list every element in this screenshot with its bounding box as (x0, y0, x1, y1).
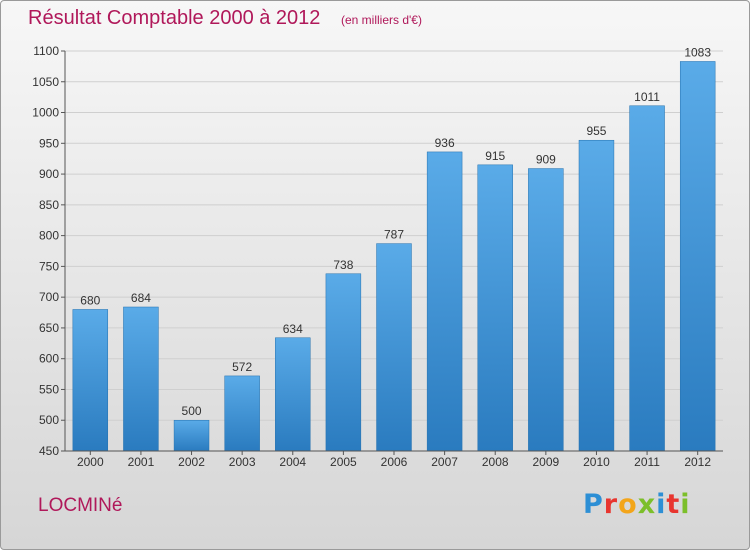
y-tick-label: 700 (39, 290, 59, 304)
data-label: 634 (283, 322, 303, 336)
logo-letter: t (666, 489, 681, 520)
y-tick-label: 1050 (32, 75, 59, 89)
x-tick-label: 2004 (279, 455, 306, 469)
bar (477, 164, 513, 452)
y-tick-label: 500 (39, 413, 59, 427)
data-label: 787 (384, 228, 404, 242)
bars (72, 61, 716, 452)
y-tick-label: 950 (39, 136, 59, 150)
data-label: 909 (536, 153, 556, 167)
data-label: 1083 (684, 45, 711, 59)
bar (275, 337, 311, 452)
x-tick-label: 2000 (77, 455, 104, 469)
bar (679, 61, 716, 452)
y-tick-label: 550 (39, 382, 59, 396)
x-tick-label: 2002 (178, 455, 205, 469)
x-tick-label: 2001 (128, 455, 155, 469)
y-tick-label: 900 (39, 167, 59, 181)
x-tick-label: 2008 (482, 455, 509, 469)
logo-letter: x (637, 489, 657, 520)
bar (325, 273, 362, 452)
bar (578, 139, 615, 452)
data-label: 915 (485, 149, 505, 163)
bar (224, 375, 260, 452)
y-tick-label: 650 (39, 321, 59, 335)
y-tick-label: 800 (39, 229, 59, 243)
data-label: 684 (131, 291, 151, 305)
y-tick-label: 1000 (32, 106, 59, 120)
logo-letter: i (680, 489, 691, 520)
logo-letter: P (583, 489, 604, 520)
data-label: 738 (333, 258, 353, 272)
data-label: 500 (182, 404, 202, 418)
x-tick-label: 2006 (381, 455, 408, 469)
proxiti-logo: Proxiti (583, 489, 691, 520)
bar (629, 105, 665, 452)
x-tick-label: 2005 (330, 455, 357, 469)
y-tick-label: 450 (39, 444, 59, 458)
bar (123, 306, 159, 452)
bar (72, 309, 109, 452)
axes: 450 500 550 600 650 700 750 800 850 900 950 1000 105… (32, 44, 723, 469)
data-label: 680 (80, 293, 100, 307)
data-labels: 680 684 500 572 634 738 787 936 915 909 955 1011 108… (80, 45, 711, 418)
y-tick-label: 750 (39, 259, 59, 273)
data-label: 572 (232, 360, 252, 374)
bar (173, 419, 210, 452)
bar (376, 243, 412, 452)
bar (528, 168, 564, 452)
logo-letter: o (618, 489, 638, 520)
x-tick-label: 2011 (634, 455, 660, 469)
logo-letter: r (603, 489, 619, 520)
x-tick-label: 2012 (684, 455, 711, 469)
x-tick-label: 2007 (431, 455, 458, 469)
y-tick-label: 850 (39, 198, 59, 212)
place-name: LOCMINé (38, 495, 123, 516)
chart-subtitle: (en milliers d'€) (341, 13, 422, 27)
data-label: 936 (435, 136, 455, 150)
bar (426, 151, 463, 452)
y-tick-label: 600 (39, 352, 59, 366)
x-tick-label: 2009 (532, 455, 559, 469)
data-label: 955 (586, 124, 606, 138)
logo-letter: i (656, 489, 667, 520)
y-tick-label: 1100 (33, 44, 59, 58)
x-tick-label: 2010 (583, 455, 610, 469)
x-tick-label: 2003 (229, 455, 256, 469)
data-label: 1011 (634, 90, 660, 104)
chart-title: Résultat Comptable 2000 à 2012 (28, 7, 321, 29)
